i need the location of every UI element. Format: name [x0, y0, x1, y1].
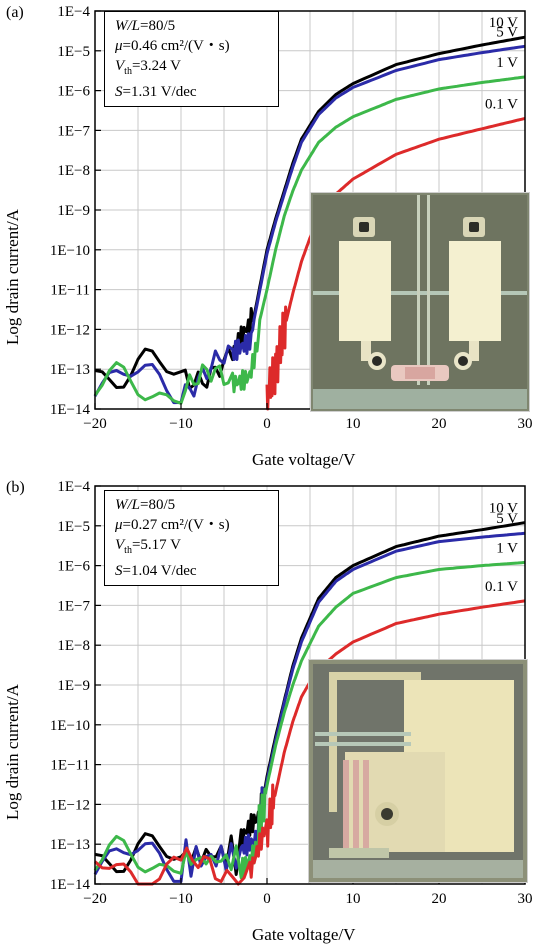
y-tick-label: 1E−14: [50, 877, 91, 893]
y-tick-label: 1E−12: [50, 322, 90, 338]
y-axis-label: Log drain current/A: [3, 209, 22, 345]
y-tick-label: 1E−5: [57, 519, 90, 535]
swing-value: =1.04 V/dec: [122, 563, 197, 579]
x-axis-label: Gate voltage/V: [252, 925, 356, 944]
y-tick-label: 1E−12: [50, 797, 90, 813]
panel-label: (a): [6, 4, 24, 21]
y-tick-label: 1E−7: [57, 598, 90, 614]
x-tick-label: 0: [263, 891, 271, 907]
device-micrograph-inset: [310, 192, 530, 412]
wl-symbol: W/L: [115, 18, 141, 34]
vth-subscript: th: [124, 66, 132, 77]
vth-line: Vth=5.17 V: [115, 535, 270, 561]
y-tick-label: 1E−14: [50, 402, 91, 418]
x-tick-label: 10: [346, 416, 361, 432]
y-tick-label: 1E−4: [57, 4, 90, 20]
series-label: 1 V: [496, 540, 518, 556]
series-line: [93, 75, 526, 405]
y-tick-label: 1E−10: [50, 243, 90, 259]
vth-value: =5.17 V: [131, 537, 181, 553]
vth-line: Vth=3.24 V: [115, 56, 270, 82]
vth-value: =3.24 V: [131, 58, 181, 74]
panel-label: (b): [6, 479, 25, 496]
y-tick-label: 1E−7: [57, 123, 90, 139]
series-label: 0.1 V: [485, 96, 518, 112]
x-tick-label: 10: [346, 891, 361, 907]
vth-symbol: V: [115, 58, 125, 74]
x-tick-label: −10: [169, 416, 192, 432]
panel-b: (b) 1E−4 1E−5 1E−6 1E−7 1E−8 1E−9 1E−10 1E−11 1E…: [0, 475, 540, 950]
y-tick-label: 1E−4: [57, 479, 90, 495]
mobility-line: μ=0.27 cm²/(V・s): [115, 515, 270, 535]
mobility-symbol: μ: [115, 38, 123, 54]
mobility-line: μ=0.46 cm²/(V・s): [115, 36, 270, 56]
y-tick-label: 1E−9: [57, 203, 90, 219]
y-tick-label: 1E−10: [50, 718, 90, 734]
series-label: 5 V: [496, 24, 518, 40]
wl-line: W/L=80/5: [115, 495, 270, 515]
vth-symbol: V: [115, 537, 125, 553]
y-tick-label: 1E−11: [50, 283, 90, 299]
y-tick-label: 1E−6: [57, 84, 90, 100]
x-tick-label: 0: [263, 416, 271, 432]
swing-line: S=1.31 V/dec: [115, 82, 270, 102]
wl-value: =80/5: [140, 497, 176, 513]
device-micrograph-inset: [308, 659, 528, 883]
x-tick-label: 20: [432, 891, 447, 907]
x-tick-label: 20: [432, 416, 447, 432]
wl-line: W/L=80/5: [115, 16, 270, 36]
swing-symbol: S: [115, 563, 123, 579]
mobility-value: =0.46 cm²/(V・s): [122, 38, 230, 54]
swing-symbol: S: [115, 84, 123, 100]
vth-subscript: th: [124, 545, 132, 556]
y-tick-label: 1E−11: [50, 758, 90, 774]
panel-a: (a) 1E−4 1E−5 1E−6 1E−7 1E−8 1E−9 1E−10 1E−11 1E…: [3, 4, 533, 469]
x-tick-label: 30: [518, 891, 533, 907]
y-tick-label: 1E−13: [50, 837, 90, 853]
swing-value: =1.31 V/dec: [122, 84, 197, 100]
series-line: [93, 560, 526, 880]
series-line: [94, 599, 526, 886]
wl-value: =80/5: [140, 18, 176, 34]
mobility-symbol: μ: [115, 517, 123, 533]
swing-line: S=1.04 V/dec: [115, 561, 270, 581]
y-axis-label: Log drain current/A: [3, 684, 22, 820]
micrograph-image: [309, 660, 527, 882]
series-label: 10 V: [489, 15, 518, 31]
x-axis-label: Gate voltage/V: [252, 450, 356, 469]
series-label: 10 V: [489, 501, 518, 517]
y-tick-label: 1E−8: [57, 638, 90, 654]
y-tick-label: 1E−5: [57, 44, 90, 60]
series-line: [93, 44, 526, 405]
y-tick-label: 1E−9: [57, 678, 90, 694]
x-tick-label: 30: [518, 416, 533, 432]
series-label: 0.1 V: [485, 579, 518, 595]
y-tick-label: 1E−13: [50, 362, 90, 378]
y-tick-label: 1E−8: [57, 163, 90, 179]
series-label: 5 V: [496, 511, 518, 527]
micrograph-image: [311, 193, 529, 411]
parameter-box: W/L=80/5 μ=0.27 cm²/(V・s) Vth=5.17 V S=1…: [104, 490, 279, 586]
mobility-value: =0.27 cm²/(V・s): [122, 517, 230, 533]
x-tick-label: −10: [169, 891, 192, 907]
x-tick-label: −20: [83, 891, 106, 907]
x-tick-label: −20: [83, 416, 106, 432]
y-tick-label: 1E−6: [57, 559, 90, 575]
series-label: 1 V: [496, 55, 518, 71]
parameter-box: W/L=80/5 μ=0.46 cm²/(V・s) Vth=3.24 V S=1…: [104, 11, 279, 107]
series-line: [93, 531, 526, 883]
wl-symbol: W/L: [115, 497, 141, 513]
